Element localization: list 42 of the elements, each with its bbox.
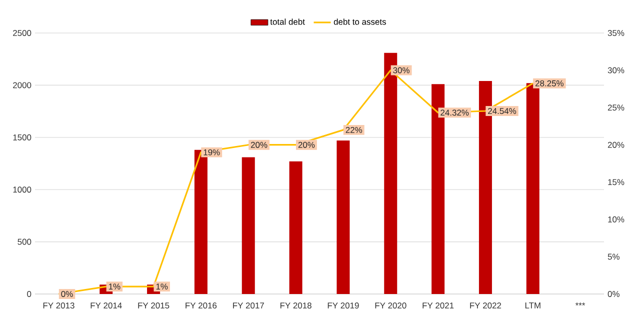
- data-label: 0%: [61, 291, 73, 297]
- x-tick-label: FY 2019: [328, 302, 359, 309]
- x-tick-label: LTM: [525, 302, 540, 308]
- data-label: 28.25%: [535, 80, 564, 86]
- y2-tick-label: 20%: [608, 142, 624, 148]
- bar: [336, 140, 350, 294]
- x-tick-label: ***: [575, 302, 586, 306]
- y2-tick-label: 30%: [608, 67, 624, 74]
- data-label: 20%: [250, 142, 268, 148]
- x-tick-label: FY 2022: [470, 302, 502, 309]
- x-tick-label: FY 2016: [186, 302, 217, 309]
- y2-tick-label: 35%: [608, 30, 624, 36]
- bar: [289, 161, 302, 294]
- y2-tick-label: 15%: [608, 179, 624, 186]
- data-label: 1%: [108, 284, 120, 290]
- y2-tick-label: 25%: [608, 104, 624, 111]
- x-tick-label: FY 2018: [280, 302, 312, 309]
- legend-label: debt to assets: [334, 18, 386, 25]
- x-tick-label: FY 2013: [43, 302, 74, 309]
- y-tick-label: 1000: [13, 186, 32, 193]
- data-label: 30%: [393, 67, 410, 74]
- y-tick-label: 1500: [13, 134, 32, 140]
- y2-tick-label: 10%: [608, 216, 624, 222]
- data-label: 24.32%: [440, 110, 469, 116]
- x-tick-label: FY 2021: [422, 302, 454, 309]
- x-tick-label: FY 2017: [233, 302, 264, 309]
- data-label: 19%: [204, 149, 220, 156]
- y-tick-label: 0: [27, 291, 32, 297]
- data-label: 22%: [346, 126, 362, 133]
- y-tick-label: 2500: [13, 30, 32, 36]
- data-label: 24.54%: [488, 108, 516, 114]
- bar: [242, 157, 255, 294]
- x-tick-label: FY 2014: [90, 302, 122, 309]
- data-label: 1%: [156, 284, 168, 290]
- data-label: 20%: [298, 142, 315, 148]
- y2-tick-label: 5%: [608, 254, 620, 260]
- y2-tick-label: 0%: [608, 291, 620, 297]
- legend-label: total debt: [270, 18, 305, 25]
- y-tick-label: 500: [18, 238, 32, 245]
- x-tick-label: FY 2020: [375, 302, 406, 309]
- y-tick-label: 2000: [13, 82, 32, 88]
- x-tick-label: FY 2015: [138, 302, 170, 309]
